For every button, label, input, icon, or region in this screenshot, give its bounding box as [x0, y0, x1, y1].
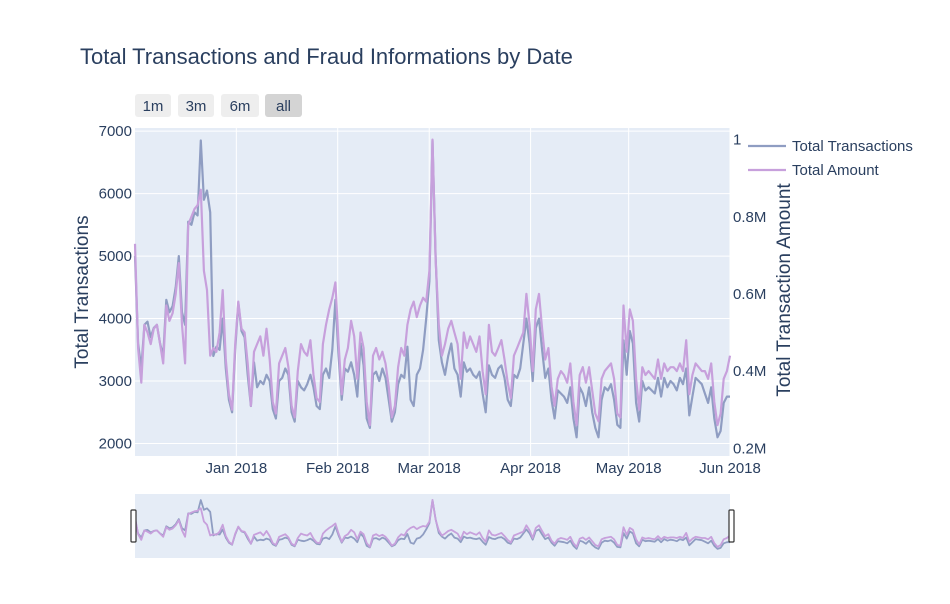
x-axis-ticks: Jan 2018 Feb 2018 Mar 2018 Apr 2018 May 2018… — [205, 460, 760, 477]
x-tick-label: Jan 2018 — [205, 460, 267, 477]
range-button-label[interactable]: 6m — [230, 98, 251, 115]
y-tick-label: 6000 — [99, 186, 132, 203]
y2-tick-label: 0.8M — [733, 209, 766, 226]
x-tick-label: Mar 2018 — [398, 460, 461, 477]
y2-tick-label: 0.4M — [733, 363, 766, 380]
range-slider-series-line — [134, 498, 731, 548]
x-tick-label: Jun 2018 — [699, 460, 761, 477]
range-button-label[interactable]: 1m — [143, 98, 164, 115]
x-tick-label: Feb 2018 — [306, 460, 369, 477]
range-button-all[interactable] — [265, 94, 302, 117]
y-tick-label: 7000 — [99, 123, 132, 140]
legend: Total Transactions Total Amount — [748, 138, 913, 179]
range-button-label[interactable]: 3m — [186, 98, 207, 115]
y-tick-label: 4000 — [99, 311, 132, 328]
range-button-1m[interactable] — [135, 94, 171, 117]
x-tick-label: Apr 2018 — [500, 460, 561, 477]
grid-lines — [135, 128, 731, 456]
y2-tick-label: 0.6M — [733, 286, 766, 303]
y-tick-label: 5000 — [99, 248, 132, 265]
range-button-3m[interactable] — [178, 94, 214, 117]
y-tick-label: 3000 — [99, 373, 132, 390]
y2-axis-title: Total Transaction Amount — [774, 183, 795, 397]
legend-label[interactable]: Total Transactions — [792, 138, 913, 155]
y-axis-ticks: 2000 3000 4000 5000 6000 7000 — [99, 123, 132, 452]
y2-axis-ticks: 0.2M 0.4M 0.6M 0.8M 1 — [733, 132, 766, 458]
y-tick-label: 2000 — [99, 436, 132, 453]
series-lines — [133, 138, 732, 439]
series-line — [133, 138, 732, 427]
x-tick-label: May 2018 — [596, 460, 662, 477]
y2-tick-label: 1 — [733, 132, 741, 149]
range-slider-right-handle[interactable] — [728, 509, 735, 543]
chart-title: Total Transactions and Fraud Information… — [80, 44, 573, 69]
range-slider-lines — [134, 498, 731, 550]
y-axis-title: Total Transactions — [72, 215, 93, 368]
range-button-6m[interactable] — [221, 94, 259, 117]
range-slider-left-handle[interactable] — [130, 509, 137, 543]
y2-tick-label: 0.2M — [733, 440, 766, 457]
range-button-label[interactable]: all — [276, 98, 291, 115]
legend-label[interactable]: Total Amount — [792, 162, 880, 179]
range-selector: 1m 3m 6m all — [135, 94, 302, 117]
